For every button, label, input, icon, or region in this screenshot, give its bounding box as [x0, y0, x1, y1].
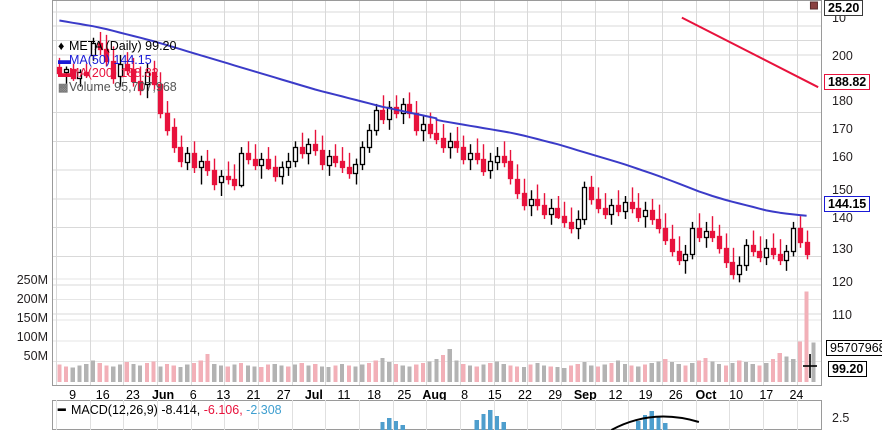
volume-tick-150m: 150M — [16, 311, 48, 325]
macd-tick-25: 2.5 — [832, 411, 850, 425]
price-chart-panel[interactable] — [52, 0, 822, 386]
date-tick-21: 21 — [246, 388, 261, 402]
date-tick-jun: Jun — [151, 388, 175, 402]
macd-line-icon: ━ — [58, 403, 66, 417]
legend-ma200: MA(200) 188.82 — [69, 66, 159, 80]
date-tick-25: 25 — [397, 388, 412, 402]
legend-title: META (Daily) 99.20 — [69, 39, 177, 53]
chart-legend: ♦ META (Daily) 99.20 ▬MA(50) 144.15 ▬MA(2… — [58, 39, 177, 95]
date-tick-27: 27 — [276, 388, 291, 402]
date-tick-aug: Aug — [422, 388, 447, 402]
price-tick-170: 170 — [832, 122, 853, 136]
macd-chart-canvas — [52, 400, 822, 430]
price-tick-150: 150 — [832, 183, 853, 197]
date-tick-13: 13 — [216, 388, 231, 402]
date-tick-sep: Sep — [573, 388, 597, 402]
date-tick-oct: Oct — [695, 388, 717, 402]
price-tick-110: 110 — [832, 308, 852, 322]
volume-tick-50m: 50M — [23, 349, 48, 363]
price-tick-160: 160 — [832, 150, 853, 164]
volume-tick-250m: 250M — [16, 273, 48, 287]
date-tick-8: 8 — [461, 388, 469, 402]
date-tick-10: 10 — [729, 388, 744, 402]
date-tick-29: 29 — [548, 388, 563, 402]
date-tick-19: 19 — [638, 388, 653, 402]
volume-tick-100m: 100M — [16, 330, 48, 344]
legend-ma50: MA(50) 144.15 — [69, 52, 152, 67]
price-tag-volume: 95707968 — [826, 340, 882, 356]
price-tick-200: 200 — [832, 49, 853, 63]
date-tick-26: 26 — [668, 388, 683, 402]
macd-value-hist: -2.308 — [246, 403, 282, 417]
price-tag-ma50: 144.15 — [824, 196, 871, 212]
date-tick-24: 24 — [789, 388, 804, 402]
macd-value-signal: -6.106, — [203, 403, 243, 417]
candlestick-icon: ♦ — [58, 39, 65, 53]
date-tick-17: 17 — [759, 388, 774, 402]
price-tick-130: 130 — [832, 242, 853, 256]
date-tick-jul: Jul — [304, 388, 323, 402]
price-tick-120: 120 — [832, 275, 853, 289]
price-chart-canvas — [52, 0, 822, 386]
legend-volume: Volume 95,707,968 — [69, 79, 177, 94]
date-tick-18: 18 — [367, 388, 382, 402]
date-tick-6: 6 — [189, 388, 197, 402]
macd-chart-panel[interactable] — [52, 400, 822, 430]
price-tick-140: 140 — [832, 211, 853, 225]
date-tick-22: 22 — [518, 388, 532, 402]
price-tag-last: 99.20 — [828, 361, 868, 377]
date-tick-11: 11 — [337, 388, 351, 402]
date-tick-12: 12 — [608, 388, 623, 402]
date-tick-23: 23 — [125, 388, 140, 402]
date-tick-9: 9 — [69, 388, 77, 402]
volume-bars-icon: ▩ — [58, 81, 69, 94]
price-tick-180: 180 — [832, 94, 853, 108]
macd-legend-name: MACD(12,26,9) — [71, 403, 158, 417]
price-tag-ma200: 188.82 — [824, 74, 871, 90]
macd-legend: ━ MACD(12,26,9) -8.414, -6.106, -2.308 — [58, 402, 282, 417]
volume-tick-200m: 200M — [16, 292, 48, 306]
date-tick-16: 16 — [95, 388, 110, 402]
macd-value-main: -8.414, — [161, 403, 201, 417]
ma50-swatch-icon: ▬ — [58, 52, 71, 67]
price-tag-2520: 25.20 — [824, 0, 864, 16]
date-tick-15: 15 — [487, 388, 502, 402]
ma200-swatch-icon: ▬ — [58, 66, 71, 80]
